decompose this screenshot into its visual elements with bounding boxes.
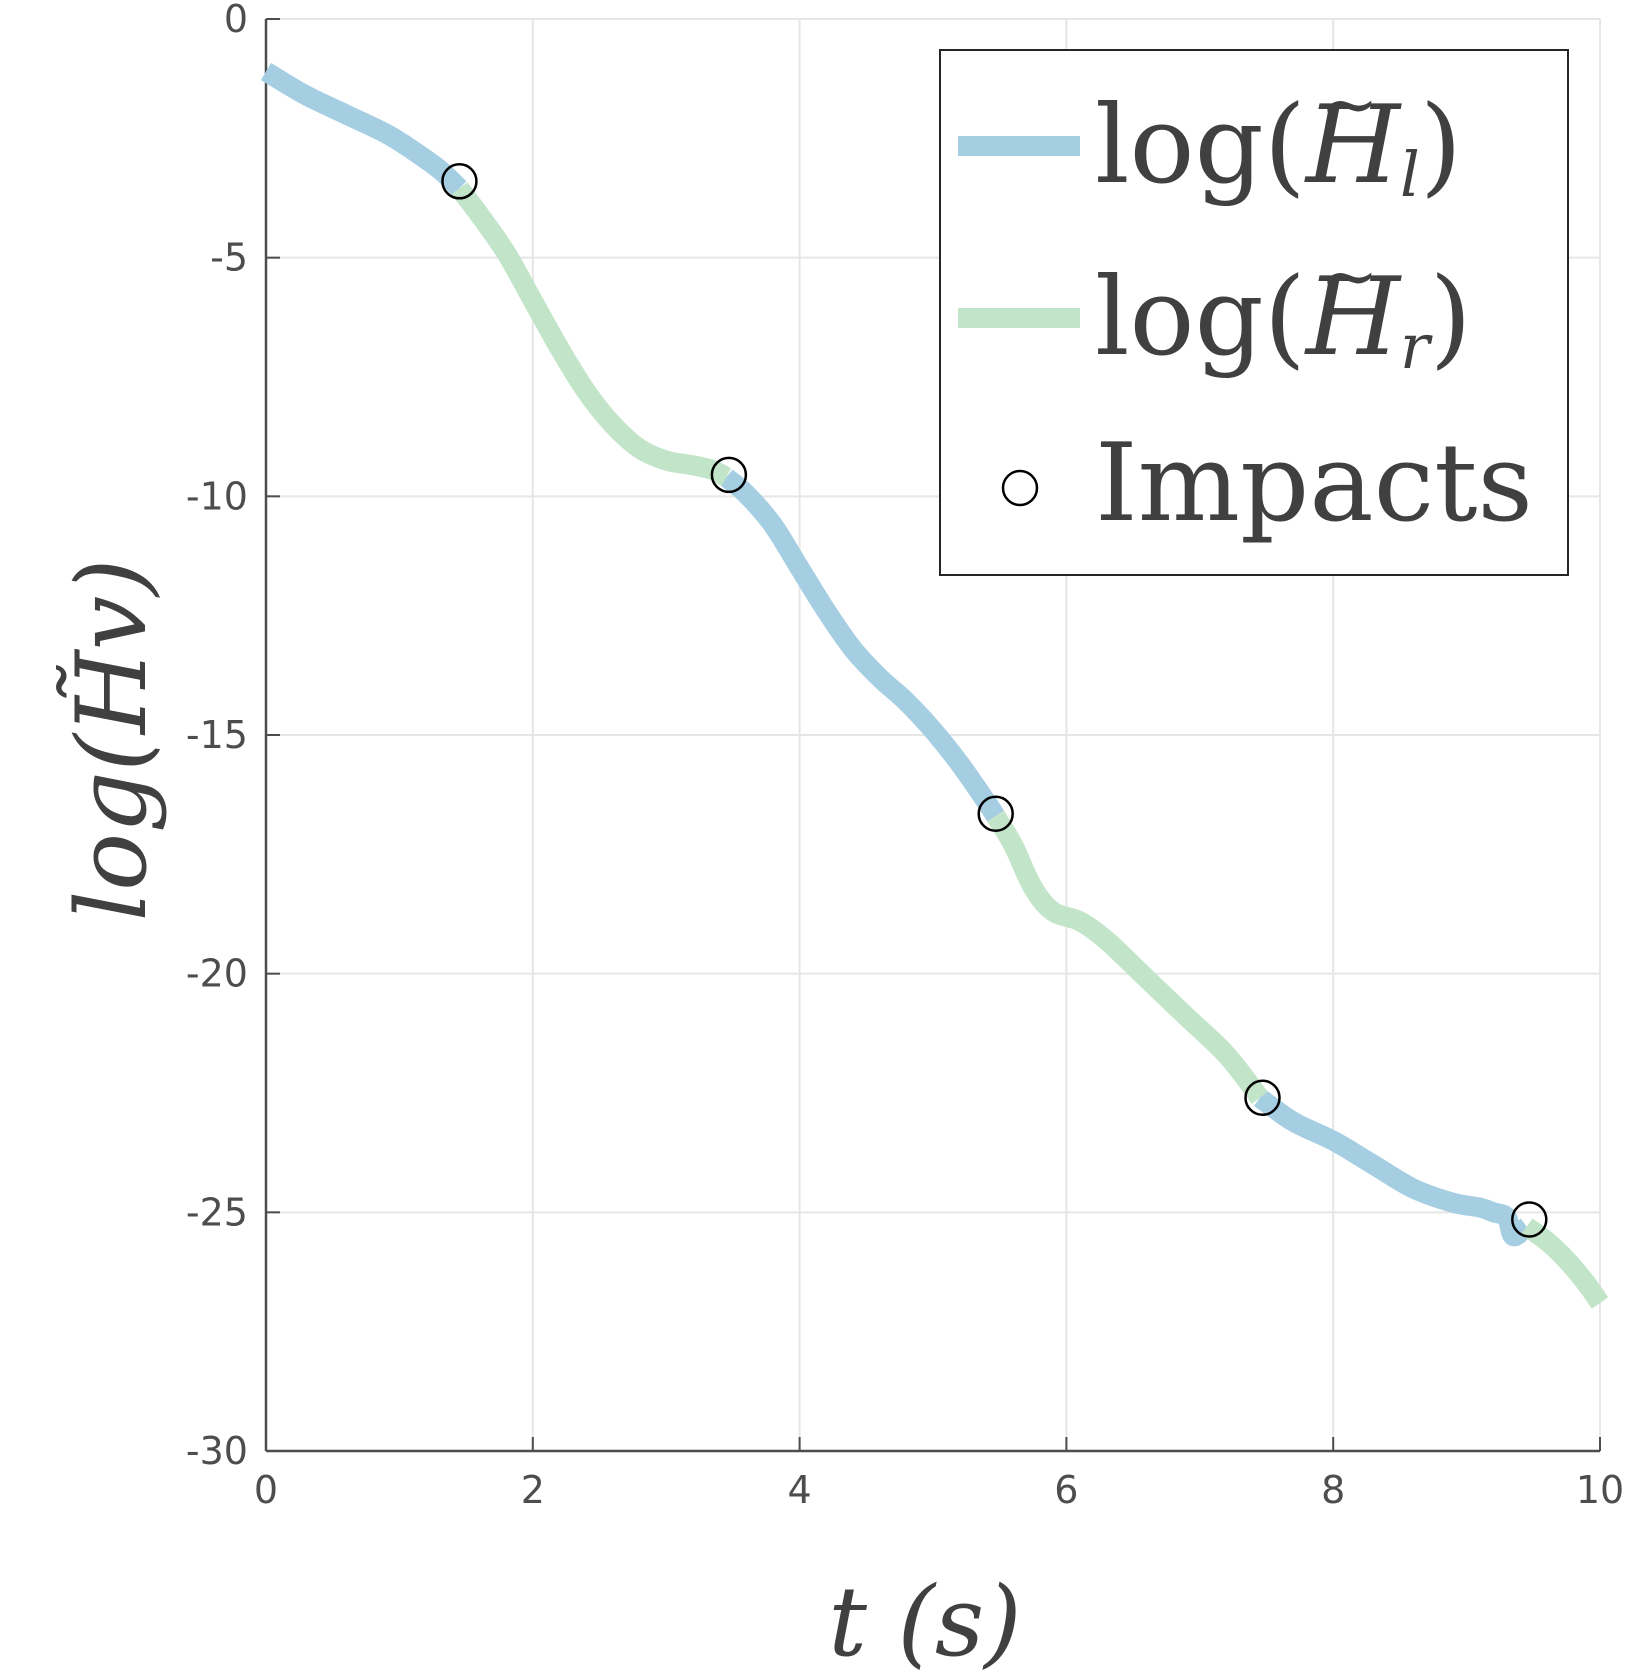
series-line-left [260, 62, 467, 196]
impact-markers [441, 163, 1548, 1238]
y-tick-label: -20 [186, 952, 248, 996]
x-tick-label: 4 [788, 1468, 812, 1512]
x-axis-title: t (s) [828, 1566, 1021, 1672]
impact-point [1511, 1201, 1548, 1238]
y-tick-label: -10 [186, 474, 248, 518]
legend-right-symbol: H [1304, 255, 1402, 380]
y-tick-label: -5 [210, 236, 248, 280]
y-tick-label: -15 [186, 713, 248, 757]
y-tick-label: -25 [186, 1190, 248, 1234]
legend-left-suffix: ) [1420, 83, 1462, 208]
legend-label-right: log(Hr) [1095, 255, 1472, 383]
y-tick-label: 0 [224, 0, 248, 41]
series-line-right [451, 182, 732, 487]
legend-right-prefix: log( [1095, 255, 1306, 380]
y-axis-title-text: log(H̃v) [56, 559, 168, 922]
x-tick-label: 2 [521, 1468, 545, 1512]
series-line-left [1253, 1089, 1534, 1247]
x-tick-label: 10 [1576, 1468, 1624, 1512]
legend-right-suffix: ) [1430, 255, 1472, 380]
y-tick-label: -30 [186, 1429, 248, 1473]
impact-point [441, 163, 478, 200]
plot-area [260, 62, 1609, 1309]
x-tick-label: 0 [254, 1468, 278, 1512]
impact-point [1244, 1079, 1281, 1117]
series-line-right [987, 810, 1268, 1104]
legend-impact-marker [1001, 469, 1039, 507]
impact-point [977, 795, 1014, 833]
legend-left-prefix: log( [1095, 83, 1306, 208]
legend-label-impacts: Impacts [1095, 421, 1533, 546]
series-line-left [719, 469, 1005, 822]
series-line-right [1520, 1218, 1609, 1309]
legend-left-symbol: H [1304, 83, 1402, 208]
x-tick-label: 8 [1321, 1468, 1345, 1512]
legend: log(Hl) ~ log(Hr) ~ Impacts [939, 49, 1569, 576]
legend-label-left: log(Hl) [1095, 83, 1462, 211]
legend-right-tilde: ~ [1320, 235, 1379, 317]
legend-left-tilde: ~ [1320, 63, 1379, 145]
impact-point [710, 456, 748, 494]
y-axis-title: log(H̃v) [56, 559, 168, 922]
x-tick-label: 6 [1054, 1468, 1078, 1512]
legend-right-subscript: r [1400, 310, 1433, 383]
legend-left-subscript: l [1400, 138, 1420, 211]
axes [264, 18, 1601, 1453]
tick-labels: 0 2 4 6 8 10 0 -5 -10 -15 -20 -25 -30 [186, 0, 1624, 1512]
